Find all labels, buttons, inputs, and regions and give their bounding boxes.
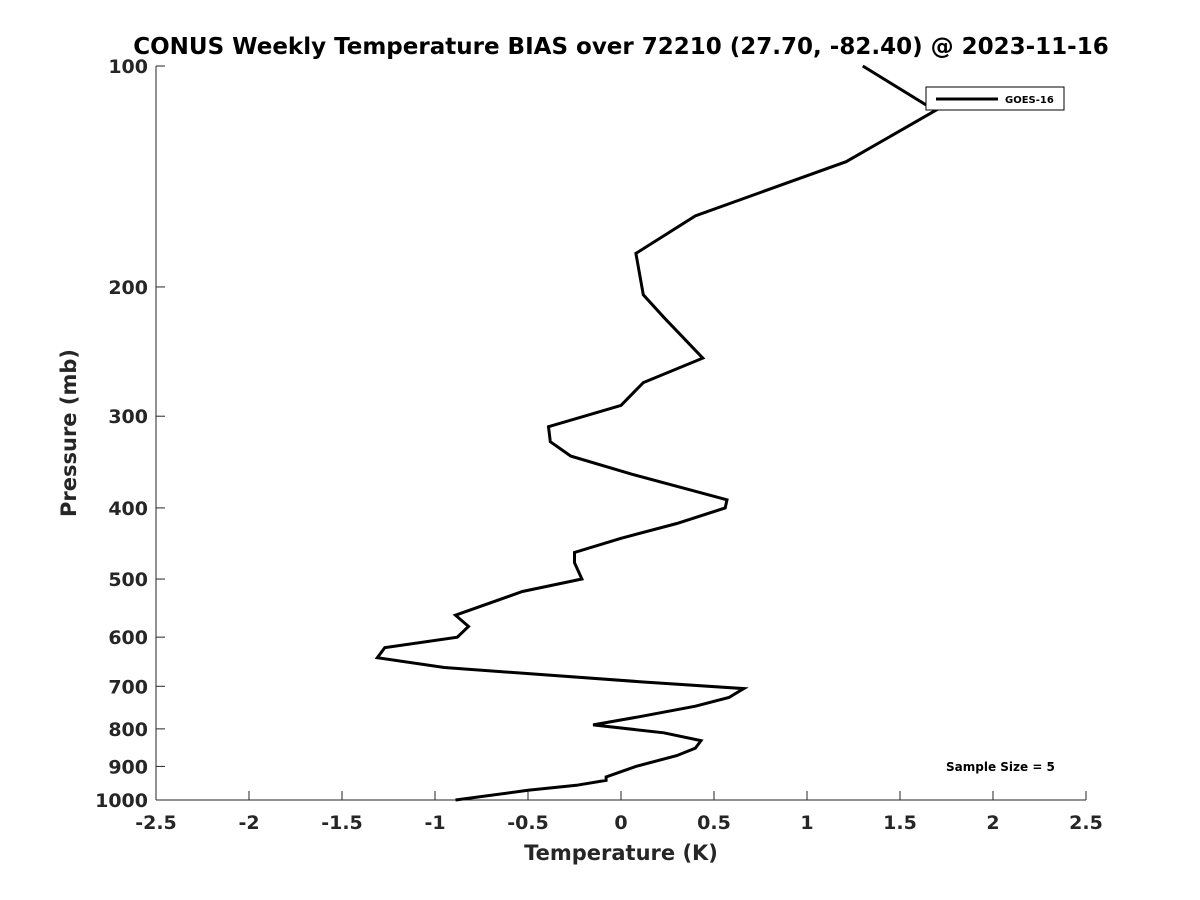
x-tick-label: -0.5 bbox=[507, 812, 549, 834]
y-tick-label: 700 bbox=[108, 676, 148, 698]
y-tick-label: 300 bbox=[108, 406, 148, 428]
series-layer bbox=[374, 64, 939, 802]
x-axis-label: Temperature (K) bbox=[524, 841, 718, 865]
x-ticks: -2.5 -2 -1.5 -1 -0.5 0 0.5 1 1.5 2 2.5 bbox=[135, 791, 1103, 834]
y-tick-label: 900 bbox=[108, 756, 148, 778]
x-tick-label: -2 bbox=[238, 812, 259, 834]
series-line-goes-16 bbox=[374, 64, 939, 802]
x-tick-label: 0 bbox=[614, 812, 627, 834]
y-tick-label: 600 bbox=[108, 627, 148, 649]
x-tick-label: 2.5 bbox=[1069, 812, 1103, 834]
chart-title: CONUS Weekly Temperature BIAS over 72210… bbox=[133, 34, 1108, 60]
y-tick-label: 200 bbox=[108, 277, 148, 299]
legend-label-goes-16: GOES-16 bbox=[1005, 95, 1054, 106]
legend: GOES-16 bbox=[925, 86, 1065, 111]
x-tick-label: 2 bbox=[986, 812, 999, 834]
y-tick-label: 400 bbox=[108, 498, 148, 520]
y-tick-label: 1000 bbox=[95, 790, 148, 812]
y-tick-label: 800 bbox=[108, 719, 148, 741]
x-tick-label: 0.5 bbox=[697, 812, 731, 834]
x-tick-label: -2.5 bbox=[135, 812, 177, 834]
x-tick-label: -1.5 bbox=[321, 812, 363, 834]
y-ticks: 100 200 300 400 500 600 700 800 900 1000 bbox=[95, 56, 165, 812]
y-tick-label: 500 bbox=[108, 569, 148, 591]
x-tick-label: -1 bbox=[424, 812, 445, 834]
x-tick-label: 1.5 bbox=[883, 812, 917, 834]
x-tick-label: 1 bbox=[800, 812, 813, 834]
y-tick-label: 100 bbox=[108, 56, 148, 78]
y-axis-label: Pressure (mb) bbox=[57, 349, 81, 517]
sample-size-annotation: Sample Size = 5 bbox=[946, 760, 1055, 774]
